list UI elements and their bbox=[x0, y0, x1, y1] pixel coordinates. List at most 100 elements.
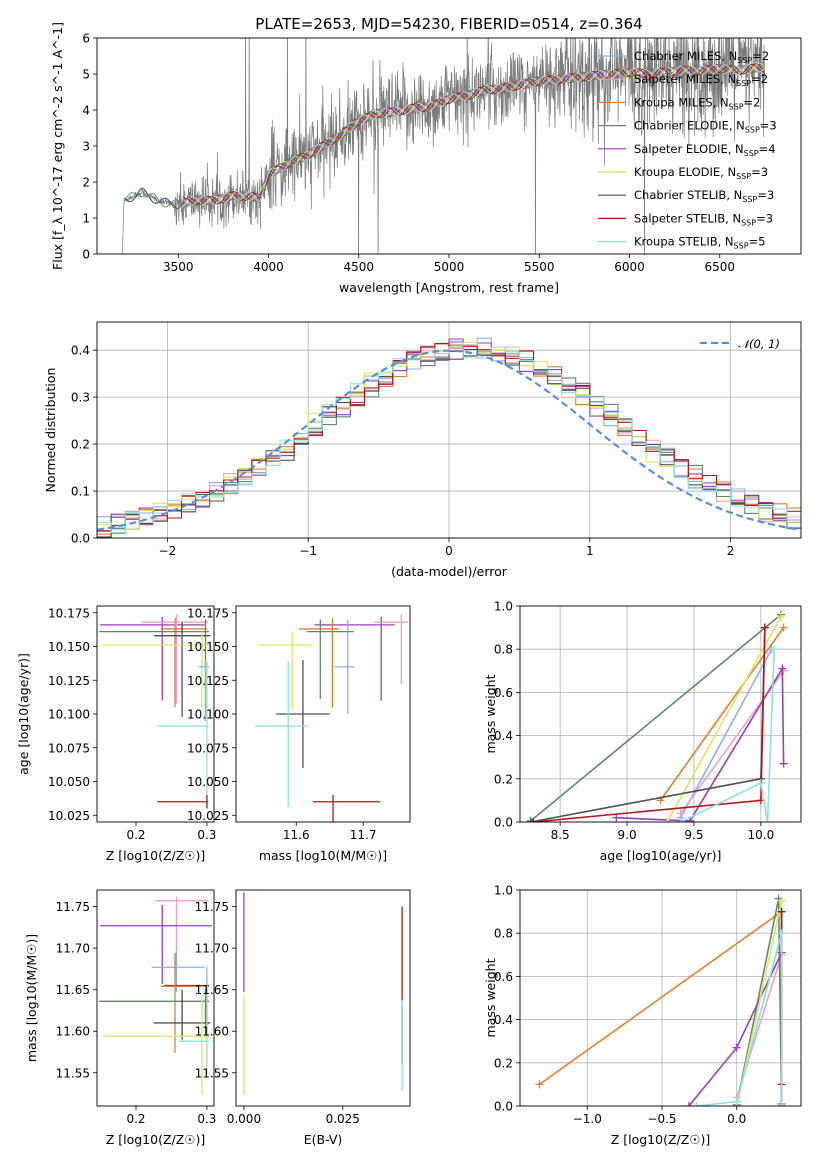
mass_vs_Z-ylabel: mass [log10(M/M☉)] bbox=[24, 934, 39, 1062]
mass_vs_ebv-axes: 0.000 0.025 11.55 11.60 11.65 11.70 11.75 E(B-V… bbox=[195, 900, 360, 1147]
age_vs_Z-plot-area bbox=[99, 614, 211, 809]
y-tick-label: 11.75 bbox=[195, 900, 229, 914]
y-tick-label: 11.55 bbox=[195, 1066, 229, 1080]
y-tick-label: 0.8 bbox=[494, 927, 513, 941]
y-tick-label: 11.65 bbox=[56, 983, 90, 997]
mass_vs_Z-frame bbox=[96, 889, 215, 1107]
weight-marker bbox=[535, 1080, 544, 1089]
x-tick-label: 0.0 bbox=[727, 1112, 746, 1126]
y-tick-label: 11.70 bbox=[56, 942, 90, 956]
y-tick-label: 4 bbox=[82, 104, 90, 118]
y-tick-label: 10.175 bbox=[187, 606, 229, 620]
x-tick-label: 10.0 bbox=[747, 828, 774, 842]
age_vs_Z-ylabel: age [log10(age/yr)] bbox=[16, 653, 31, 775]
weight-line bbox=[530, 613, 782, 822]
weight-marker bbox=[763, 818, 772, 822]
y-tick-label: 0.0 bbox=[494, 816, 513, 830]
x-tick-label: 0.025 bbox=[326, 1112, 360, 1126]
age_vs_mass-xlabel: mass [log10(M/M☉)] bbox=[259, 848, 387, 863]
y-tick-label: 11.75 bbox=[56, 900, 90, 914]
figure-title: PLATE=2653, MJD=54230, FIBERID=0514, z=0… bbox=[255, 15, 642, 33]
y-tick-label: 10.125 bbox=[187, 674, 229, 688]
x-tick-label: 9.0 bbox=[618, 828, 637, 842]
y-tick-label: 11.55 bbox=[56, 1066, 90, 1080]
x-tick-label: 0.3 bbox=[197, 828, 216, 842]
legend-entry: Kroupa ELODIE, NSSP=3 bbox=[634, 165, 768, 181]
legend-entry: 𝒩(0, 1) bbox=[738, 337, 780, 351]
weight_vs_age-ylabel: mass weight bbox=[483, 674, 498, 753]
residuals-plot-area bbox=[97, 337, 801, 538]
weight-line bbox=[679, 648, 773, 819]
weight-marker bbox=[777, 1102, 786, 1106]
y-tick-label: 10.075 bbox=[187, 741, 229, 755]
y-tick-label: 10.100 bbox=[187, 708, 229, 722]
weight_vs_Z-ylabel: mass weight bbox=[483, 958, 498, 1037]
x-tick-label: 5000 bbox=[434, 260, 465, 274]
y-tick-label: 10.050 bbox=[187, 775, 229, 789]
legend-entry: Salpeter STELIB, NSSP=3 bbox=[634, 211, 773, 227]
residuals-xlabel: (data-model)/error bbox=[391, 564, 508, 579]
x-tick-label: 11.7 bbox=[350, 828, 377, 842]
x-tick-label: 4500 bbox=[343, 260, 374, 274]
weight_vs_Z-frame bbox=[519, 889, 802, 1107]
y-tick-label: 1.0 bbox=[494, 884, 513, 898]
weight-line bbox=[616, 665, 785, 822]
weight-marker bbox=[779, 623, 788, 632]
x-tick-label: 0.2 bbox=[126, 1112, 145, 1126]
age_vs_Z-axes: 0.2 0.3 10.025 10.050 10.075 10.100 10.125 10.1… bbox=[16, 606, 216, 863]
weight-marker bbox=[779, 759, 788, 768]
y-tick-label: 10.100 bbox=[48, 708, 90, 722]
spectrum-plot-area bbox=[121, 38, 766, 254]
weight-line bbox=[538, 910, 783, 1086]
x-tick-label: 0.000 bbox=[227, 1112, 261, 1126]
mass_vs_ebv-frame bbox=[235, 889, 411, 1107]
mass_vs_Z-plot-area bbox=[99, 896, 212, 1095]
y-tick-label: 6 bbox=[82, 32, 90, 46]
y-tick-label: 0.3 bbox=[71, 391, 90, 405]
x-tick-label: 8.5 bbox=[551, 828, 570, 842]
legend-entry: Chabrier MILES, NSSP=2 bbox=[634, 49, 769, 65]
weight-marker bbox=[770, 645, 779, 654]
weight-marker bbox=[612, 813, 621, 822]
y-tick-label: 5 bbox=[82, 68, 90, 82]
y-tick-label: 10.150 bbox=[187, 640, 229, 654]
mass_vs_Z-axes: 0.2 0.3 11.55 11.60 11.65 11.70 11.75 Z [log10(… bbox=[24, 900, 216, 1147]
y-tick-label: 10.025 bbox=[48, 809, 90, 823]
weight-marker bbox=[760, 623, 769, 632]
legend-entry: Salpeter ELODIE, NSSP=4 bbox=[634, 142, 776, 158]
spectrum-ylabel: Flux [f_λ 10^-17 erg cm^-2 s^-1 A^-1] bbox=[50, 22, 65, 270]
spectrum-axes: 3500 4000 4500 5000 5500 6000 6500 0 1 2 3 4 5 6 wavel… bbox=[50, 22, 735, 295]
age_vs_mass-plot-area bbox=[254, 614, 408, 822]
spectrum-legend: Chabrier MILES, NSSP=2 Salpeter MILES, NS… bbox=[598, 49, 777, 251]
model-line bbox=[181, 63, 764, 205]
weight_vs_age-plot-area bbox=[526, 610, 788, 822]
y-tick-label: 0.4 bbox=[71, 344, 90, 358]
x-tick-label: 2 bbox=[727, 544, 735, 558]
y-tick-label: 0.8 bbox=[494, 643, 513, 657]
legend-entry: Kroupa MILES, NSSP=2 bbox=[634, 95, 760, 111]
y-tick-label: 10.150 bbox=[48, 640, 90, 654]
y-tick-label: 2 bbox=[82, 176, 90, 190]
residuals-ylabel: Normed distribution bbox=[43, 368, 58, 493]
x-tick-label: 0.3 bbox=[197, 1112, 216, 1126]
weight-marker bbox=[732, 1097, 741, 1106]
spectrum-frame bbox=[96, 37, 802, 255]
x-tick-label: −2 bbox=[159, 544, 177, 558]
y-tick-label: 1.0 bbox=[494, 600, 513, 614]
weight-marker bbox=[732, 1043, 741, 1052]
age_vs_mass-frame bbox=[235, 605, 411, 823]
residuals-frame bbox=[96, 321, 802, 539]
model-line bbox=[123, 63, 765, 209]
y-tick-label: 0.6 bbox=[494, 686, 513, 700]
y-tick-label: 0.6 bbox=[494, 970, 513, 984]
x-tick-label: 6000 bbox=[614, 260, 645, 274]
y-tick-label: 10.075 bbox=[48, 741, 90, 755]
age_vs_Z-frame bbox=[96, 605, 215, 823]
weight-line bbox=[666, 616, 782, 822]
weight-marker bbox=[778, 664, 787, 673]
model-line bbox=[181, 64, 765, 206]
weight-marker bbox=[777, 896, 786, 905]
y-tick-label: 10.175 bbox=[48, 606, 90, 620]
x-tick-label: 9.5 bbox=[684, 828, 703, 842]
y-tick-label: 0.2 bbox=[71, 438, 90, 452]
